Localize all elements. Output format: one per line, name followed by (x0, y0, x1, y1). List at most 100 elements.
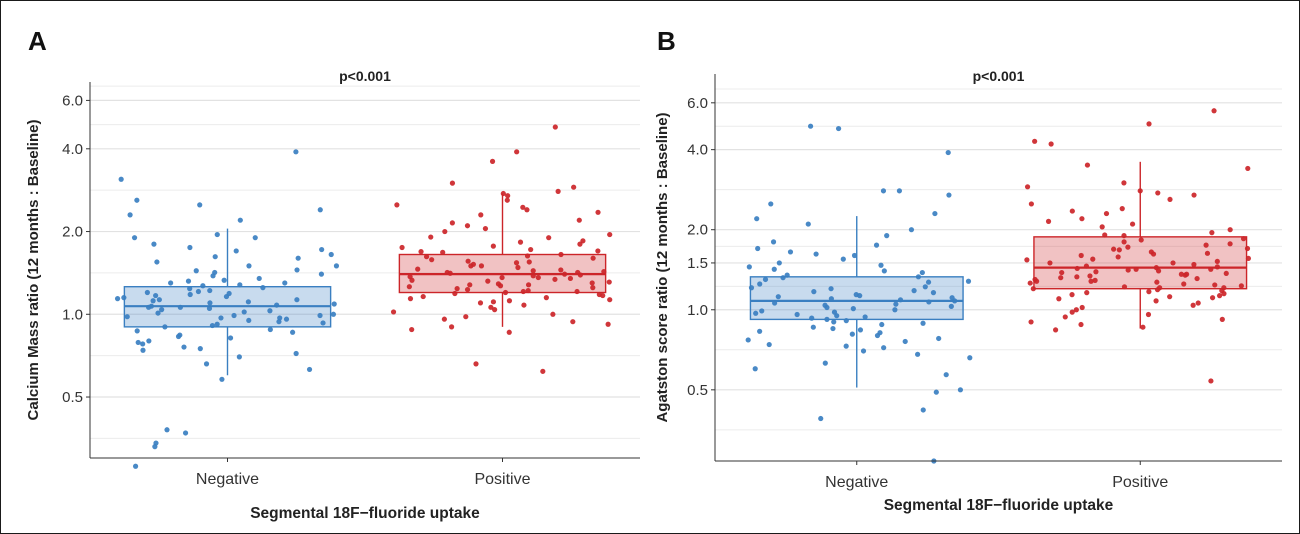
data-point (757, 329, 762, 334)
data-point (875, 333, 880, 338)
data-point (936, 336, 941, 341)
data-point (1075, 266, 1080, 271)
data-point (757, 281, 762, 286)
data-point (754, 216, 759, 221)
data-point (1146, 121, 1151, 126)
data-point (151, 298, 156, 303)
data-point (1140, 325, 1145, 330)
data-point (409, 278, 414, 283)
data-point (1138, 188, 1143, 193)
data-point (1157, 285, 1162, 290)
data-point (568, 276, 573, 281)
data-point (429, 257, 434, 262)
data-point (1111, 247, 1116, 252)
data-point (526, 282, 531, 287)
data-point (1134, 267, 1139, 272)
data-point (468, 263, 473, 268)
data-point (831, 319, 836, 324)
data-point (125, 314, 130, 319)
data-point (478, 300, 483, 305)
data-point (1078, 322, 1083, 327)
data-point (1208, 378, 1213, 383)
data-point (788, 249, 793, 254)
data-point (881, 345, 886, 350)
p-value-annotation: p<0.001 (973, 68, 1025, 84)
data-point (536, 275, 541, 280)
data-point (824, 317, 829, 322)
data-point (1102, 232, 1107, 237)
data-point (1070, 310, 1075, 315)
data-point (452, 291, 457, 296)
data-point (771, 239, 776, 244)
data-point (1227, 241, 1232, 246)
x-tick-label: Positive (1112, 474, 1168, 491)
data-point (934, 390, 939, 395)
data-point (772, 267, 777, 272)
data-point (1167, 294, 1172, 299)
data-point (505, 198, 510, 203)
data-point (1156, 268, 1161, 273)
data-point (921, 407, 926, 412)
data-point (178, 305, 183, 310)
x-tick-label: Positive (474, 471, 530, 488)
data-point (1070, 208, 1075, 213)
data-point (1028, 280, 1033, 285)
data-point (1208, 267, 1213, 272)
data-point (428, 234, 433, 239)
data-point (246, 299, 251, 304)
data-point (809, 316, 814, 321)
data-point (176, 334, 181, 339)
data-point (949, 304, 954, 309)
data-point (318, 207, 323, 212)
data-point (1059, 270, 1064, 275)
data-point (550, 312, 555, 317)
data-point (329, 252, 334, 257)
data-point (558, 252, 563, 257)
data-point (467, 282, 472, 287)
data-point (183, 430, 188, 435)
data-point (115, 296, 120, 301)
y-tick-label: 1.5 (687, 255, 708, 272)
data-point (154, 259, 159, 264)
data-point (1191, 303, 1196, 308)
data-point (1196, 300, 1201, 305)
data-point (879, 322, 884, 327)
data-point (575, 270, 580, 275)
data-point (1047, 260, 1052, 265)
data-point (465, 223, 470, 228)
data-point (1028, 319, 1033, 324)
data-point (844, 318, 849, 323)
data-point (916, 274, 921, 279)
data-point (1121, 180, 1126, 185)
data-point (1217, 293, 1222, 298)
data-point (808, 124, 813, 129)
data-point (776, 294, 781, 299)
data-point (421, 294, 426, 299)
data-point (157, 297, 162, 302)
data-point (207, 306, 212, 311)
data-point (253, 235, 258, 240)
data-point (181, 344, 186, 349)
data-point (215, 232, 220, 237)
data-point (442, 229, 447, 234)
data-point (246, 263, 251, 268)
data-point (1181, 281, 1186, 286)
data-point (844, 344, 849, 349)
data-point (574, 289, 579, 294)
data-point (473, 361, 478, 366)
data-point (478, 212, 483, 217)
data-point (852, 253, 857, 258)
data-point (897, 188, 902, 193)
data-point (294, 267, 299, 272)
data-point (1080, 305, 1085, 310)
data-point (832, 310, 837, 315)
data-point (121, 295, 126, 300)
chart-panel-a: 0.51.02.04.06.0Negative Positivep<0.001Se… (0, 0, 650, 534)
data-point (1215, 259, 1220, 264)
data-point (878, 263, 883, 268)
data-point (1029, 201, 1034, 206)
data-point (146, 338, 151, 343)
data-point (290, 330, 295, 335)
data-point (850, 332, 855, 337)
data-point (777, 260, 782, 265)
